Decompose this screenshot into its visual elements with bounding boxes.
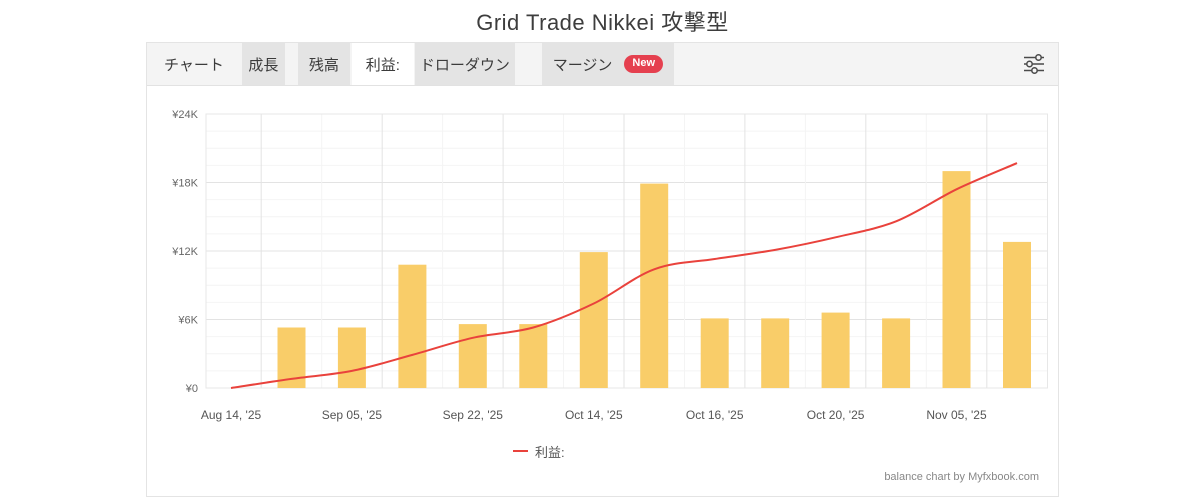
svg-text:Sep 05, '25: Sep 05, '25 xyxy=(322,408,383,422)
chart-area: ¥0 ¥6K ¥12K ¥18K ¥24K Aug 14, '25 Sep 05, '25 S… xyxy=(147,101,1058,441)
chart-widget-card: チャート 成長 残高 利益: ドローダウン マージン New xyxy=(146,42,1059,497)
legend-line-marker xyxy=(513,450,528,452)
svg-text:Nov 05, '25: Nov 05, '25 xyxy=(926,408,987,422)
tab-profit-label: 利益: xyxy=(365,56,400,74)
svg-text:¥24K: ¥24K xyxy=(171,109,198,121)
svg-text:Oct 16, '25: Oct 16, '25 xyxy=(686,408,744,422)
tab-balance[interactable]: 残高 xyxy=(297,43,350,85)
svg-text:¥12K: ¥12K xyxy=(171,246,198,258)
tab-drawdown[interactable]: ドローダウン xyxy=(414,43,515,85)
new-badge: New xyxy=(624,55,664,73)
page-title: Grid Trade Nikkei 攻撃型 xyxy=(476,10,729,35)
profit-chart: ¥0 ¥6K ¥12K ¥18K ¥24K Aug 14, '25 Sep 05, '25 S… xyxy=(171,109,1048,422)
svg-text:Oct 20, '25: Oct 20, '25 xyxy=(807,408,865,422)
sliders-icon xyxy=(1024,54,1044,74)
chart-settings-button[interactable] xyxy=(1021,52,1047,76)
tab-chart[interactable]: チャート xyxy=(147,43,241,85)
tab-growth-label: 成長 xyxy=(248,56,279,74)
tab-bar: チャート 成長 残高 利益: ドローダウン マージン New xyxy=(147,43,1058,86)
tab-growth[interactable]: 成長 xyxy=(241,43,285,85)
tab-drawdown-label: ドローダウン xyxy=(419,56,510,74)
tab-balance-label: 残高 xyxy=(308,56,339,74)
legend-item-profit[interactable]: 利益: xyxy=(513,443,565,460)
svg-text:Aug 14, '25: Aug 14, '25 xyxy=(201,408,262,422)
svg-text:¥18K: ¥18K xyxy=(171,178,198,190)
tab-chart-label: チャート xyxy=(164,56,224,74)
svg-text:Sep 22, '25: Sep 22, '25 xyxy=(443,408,504,422)
chart-attribution: balance chart by Myfxbook.com xyxy=(884,471,1039,483)
svg-text:¥0: ¥0 xyxy=(185,383,198,395)
tab-profit[interactable]: 利益: xyxy=(351,43,414,85)
tab-margin[interactable]: マージン New xyxy=(541,43,674,85)
svg-text:¥6K: ¥6K xyxy=(177,315,198,327)
svg-text:Oct 14, '25: Oct 14, '25 xyxy=(565,408,623,422)
legend-label: 利益: xyxy=(535,444,565,460)
tab-margin-label: マージン xyxy=(552,56,613,74)
